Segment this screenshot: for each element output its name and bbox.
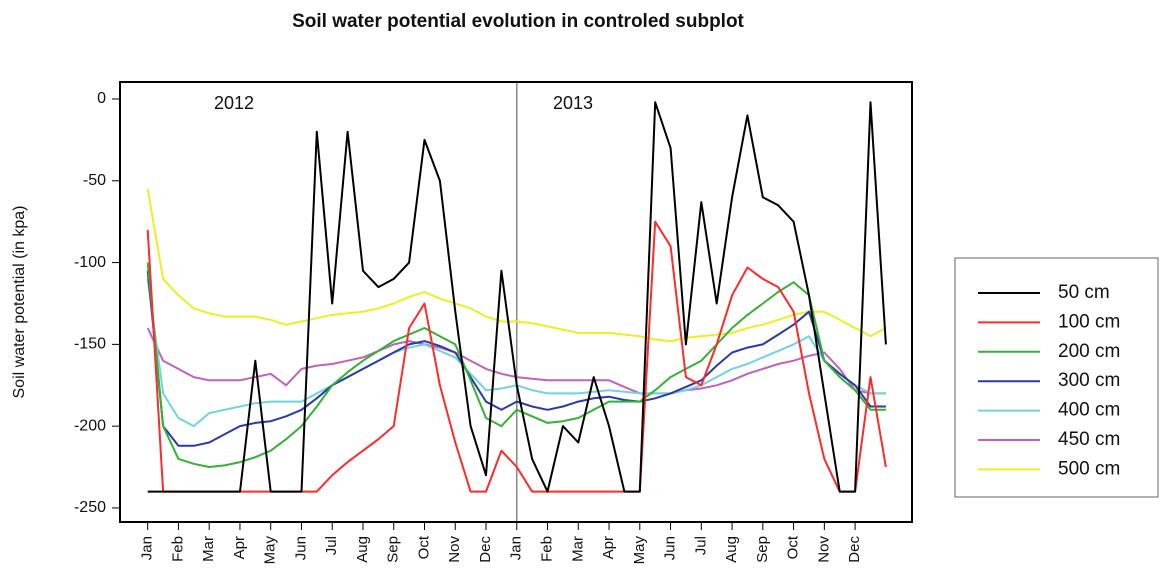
x-tick-label: Sep xyxy=(754,536,771,563)
y-axis-label: Soil water potential (in kpa) xyxy=(11,206,28,399)
legend-label: 500 cm xyxy=(1058,458,1120,479)
x-tick-label: Nov xyxy=(446,536,463,563)
x-tick-label: Dec xyxy=(846,536,863,563)
y-tick-label: -200 xyxy=(74,417,106,434)
legend-label: 450 cm xyxy=(1058,429,1120,450)
x-tick-label: Jun xyxy=(662,536,679,560)
x-tick-label: Mar xyxy=(569,536,586,562)
x-tick-label: Aug xyxy=(723,536,740,563)
x-tick-label: May xyxy=(262,536,279,565)
x-tick-label: Dec xyxy=(477,536,494,563)
x-tick-label: Feb xyxy=(538,536,555,562)
x-tick-label: Mar xyxy=(200,536,217,562)
x-tick-label: Jul xyxy=(692,536,709,555)
legend-label: 300 cm xyxy=(1058,370,1120,391)
legend-label: 400 cm xyxy=(1058,400,1120,421)
x-tick-label: Jan xyxy=(139,536,156,560)
annotation: 2013 xyxy=(553,93,593,113)
y-tick-label: -250 xyxy=(74,499,106,516)
x-tick-label: Jan xyxy=(508,536,525,560)
legend-label: 200 cm xyxy=(1058,341,1120,362)
x-tick-label: Nov xyxy=(815,536,832,563)
x-tick-label: Jun xyxy=(292,536,309,560)
x-tick-label: Oct xyxy=(415,535,432,559)
y-tick-label: -100 xyxy=(74,254,106,271)
x-tick-label: Jul xyxy=(323,536,340,555)
x-tick-label: Feb xyxy=(169,536,186,562)
x-tick-label: May xyxy=(631,536,648,565)
series-line xyxy=(147,101,887,493)
series-line xyxy=(146,188,887,343)
series-line xyxy=(146,262,886,468)
x-tick-label: Apr xyxy=(600,536,617,559)
x-tick-label: Sep xyxy=(385,536,402,563)
y-tick-label: -50 xyxy=(83,172,106,189)
y-tick-label: 0 xyxy=(97,90,106,107)
y-tick-label: -150 xyxy=(74,336,106,353)
legend-label: 100 cm xyxy=(1058,311,1120,332)
series-line xyxy=(146,327,886,395)
series-line xyxy=(146,270,886,447)
legend-box xyxy=(954,257,1159,498)
plot-frame xyxy=(119,81,913,523)
annotation: 2012 xyxy=(214,93,254,113)
x-tick-label: Apr xyxy=(231,536,248,559)
chart-title: Soil water potential evolution in contro… xyxy=(292,11,744,32)
x-tick-label: Aug xyxy=(354,536,371,563)
x-tick-label: Oct xyxy=(785,535,802,559)
legend-label: 50 cm xyxy=(1058,282,1110,303)
